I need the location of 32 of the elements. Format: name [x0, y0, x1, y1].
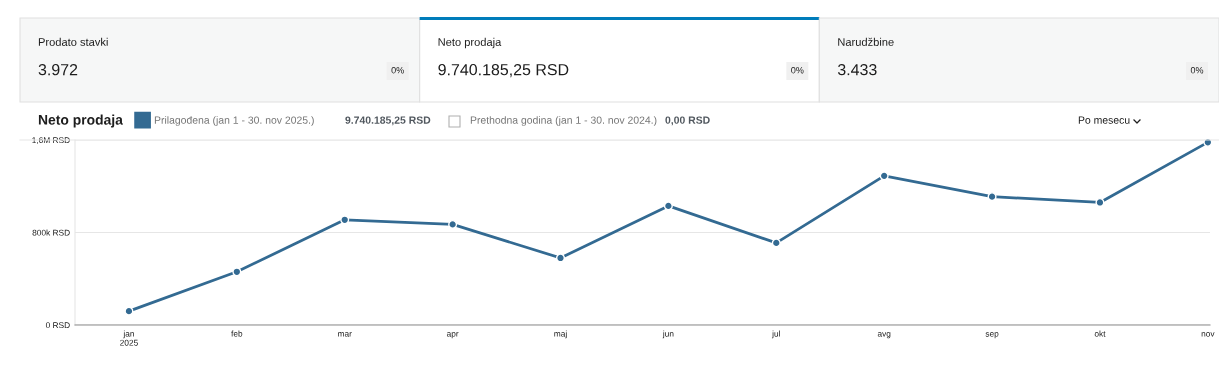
x-tick-label: jan 2025: [120, 330, 138, 346]
text: 0%: [1190, 67, 1204, 74]
y-tick-label: 0 RSD: [45, 322, 70, 329]
text: 0,00 RSD: [665, 116, 710, 126]
point: [448, 219, 458, 229]
text: Prethodna godina (jan 1 - 30. nov 2024.): [470, 116, 657, 126]
x-tick-label: maj: [554, 330, 567, 339]
text: 9.740.185,25 RSD: [345, 116, 431, 126]
text: Neto prodaja: [438, 37, 502, 49]
text: 3.972: [38, 63, 78, 76]
x-tick-label: jun: [662, 330, 674, 339]
x-tick-label: sep: [985, 332, 999, 339]
x-tick-label: apr: [446, 332, 459, 339]
x-tick-label: avg: [877, 332, 891, 339]
x-tick-label: jul: [771, 330, 780, 339]
x-tick-label: mar: [338, 332, 352, 337]
text: 9.740.185,25 RSD: [438, 63, 569, 78]
text: Narudžbine: [838, 37, 894, 46]
text: Po mesecu: [1078, 116, 1130, 124]
x-tick-label: okt: [1094, 330, 1106, 337]
y-tick-label: 800k RSD: [32, 229, 70, 236]
text: 0%: [391, 67, 404, 74]
x-tick-label: feb: [231, 330, 243, 337]
legend-label: Prilagođena (jan 1 - 30. nov 2025.): [154, 116, 314, 126]
text: 3.433: [837, 63, 877, 76]
y-tick-label: 1,6M RSD: [32, 137, 70, 145]
point: [879, 171, 889, 181]
chart-title: Neto prodaja: [38, 114, 123, 128]
x-tick-label: nov: [1201, 332, 1215, 337]
text: 0%: [791, 67, 804, 74]
point: [1095, 197, 1105, 207]
text: Prodato stavki: [38, 37, 108, 46]
